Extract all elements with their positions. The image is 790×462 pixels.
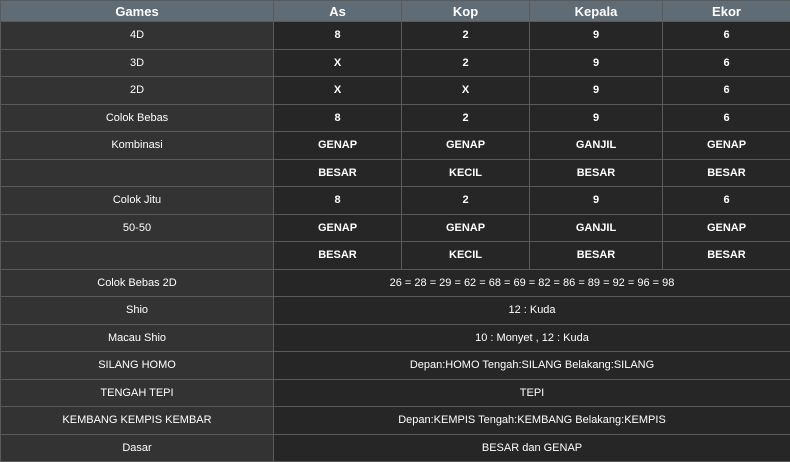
cell-kop: 2 (402, 104, 530, 132)
row-label: Colok Jitu (1, 187, 274, 215)
cell-as: 8 (274, 104, 402, 132)
table-row: TENGAH TEPI TEPI (1, 379, 790, 407)
row-label: Dasar (1, 434, 274, 462)
header-row: Games As Kop Kepala Ekor (1, 1, 790, 22)
cell-kop: KECIL (402, 242, 530, 270)
cell-kop: 2 (402, 22, 530, 50)
row-label: 3D (1, 49, 274, 77)
cell-kop: 2 (402, 187, 530, 215)
table-row: Dasar BESAR dan GENAP (1, 434, 790, 462)
cell-kepala: 9 (530, 104, 663, 132)
cell-kepala: BESAR (530, 242, 663, 270)
row-label (1, 242, 274, 270)
row-label: Macau Shio (1, 324, 274, 352)
row-label: Kombinasi (1, 132, 274, 160)
row-label: Shio (1, 297, 274, 325)
cell-kop: GENAP (402, 132, 530, 160)
row-value: BESAR dan GENAP (274, 434, 790, 462)
cell-kop: X (402, 77, 530, 105)
table-row: Colok Bebas 2D 26 = 28 = 29 = 62 = 68 = … (1, 269, 790, 297)
cell-kepala: 9 (530, 49, 663, 77)
row-value: Depan:KEMPIS Tengah:KEMBANG Belakang:KEM… (274, 407, 790, 435)
cell-as: GENAP (274, 132, 402, 160)
header-kop: Kop (402, 1, 530, 22)
cell-kop: GENAP (402, 214, 530, 242)
cell-kepala: GANJIL (530, 132, 663, 160)
row-label: 4D (1, 22, 274, 50)
cell-ekor: 6 (663, 187, 790, 215)
cell-ekor: GENAP (663, 132, 790, 160)
cell-as: 8 (274, 22, 402, 50)
row-value: 10 : Monyet , 12 : Kuda (274, 324, 790, 352)
row-value: TEPI (274, 379, 790, 407)
cell-ekor: BESAR (663, 159, 790, 187)
header-as: As (274, 1, 402, 22)
table-row: BESAR KECIL BESAR BESAR (1, 242, 790, 270)
cell-ekor: BESAR (663, 242, 790, 270)
row-value: 12 : Kuda (274, 297, 790, 325)
cell-as: BESAR (274, 159, 402, 187)
row-label: Colok Bebas 2D (1, 269, 274, 297)
table-row: 2D X X 9 6 (1, 77, 790, 105)
cell-as: GENAP (274, 214, 402, 242)
cell-kop: KECIL (402, 159, 530, 187)
table-row: 4D 8 2 9 6 (1, 22, 790, 50)
cell-kepala: 9 (530, 187, 663, 215)
cell-ekor: 6 (663, 77, 790, 105)
cell-kepala: 9 (530, 22, 663, 50)
cell-ekor: 6 (663, 49, 790, 77)
table-row: KEMBANG KEMPIS KEMBAR Depan:KEMPIS Tenga… (1, 407, 790, 435)
table-row: BESAR KECIL BESAR BESAR (1, 159, 790, 187)
cell-as: X (274, 49, 402, 77)
header-kepala: Kepala (530, 1, 663, 22)
row-value: 26 = 28 = 29 = 62 = 68 = 69 = 82 = 86 = … (274, 269, 790, 297)
row-label: 50-50 (1, 214, 274, 242)
cell-as: BESAR (274, 242, 402, 270)
cell-kepala: GANJIL (530, 214, 663, 242)
cell-kepala: BESAR (530, 159, 663, 187)
row-value: Depan:HOMO Tengah:SILANG Belakang:SILANG (274, 352, 790, 380)
table-row: Kombinasi GENAP GENAP GANJIL GENAP (1, 132, 790, 160)
row-label: Colok Bebas (1, 104, 274, 132)
row-label: TENGAH TEPI (1, 379, 274, 407)
table-row: Colok Bebas 8 2 9 6 (1, 104, 790, 132)
row-label: 2D (1, 77, 274, 105)
cell-as: 8 (274, 187, 402, 215)
cell-kepala: 9 (530, 77, 663, 105)
cell-as: X (274, 77, 402, 105)
row-label: KEMBANG KEMPIS KEMBAR (1, 407, 274, 435)
table-row: 3D X 2 9 6 (1, 49, 790, 77)
table-row: Colok Jitu 8 2 9 6 (1, 187, 790, 215)
row-label (1, 159, 274, 187)
cell-kop: 2 (402, 49, 530, 77)
cell-ekor: 6 (663, 22, 790, 50)
cell-ekor: 6 (663, 104, 790, 132)
table-row: Shio 12 : Kuda (1, 297, 790, 325)
header-games: Games (1, 1, 274, 22)
cell-ekor: GENAP (663, 214, 790, 242)
table-row: Macau Shio 10 : Monyet , 12 : Kuda (1, 324, 790, 352)
header-ekor: Ekor (663, 1, 790, 22)
row-label: SILANG HOMO (1, 352, 274, 380)
table-row: 50-50 GENAP GENAP GANJIL GENAP (1, 214, 790, 242)
table-row: SILANG HOMO Depan:HOMO Tengah:SILANG Bel… (1, 352, 790, 380)
